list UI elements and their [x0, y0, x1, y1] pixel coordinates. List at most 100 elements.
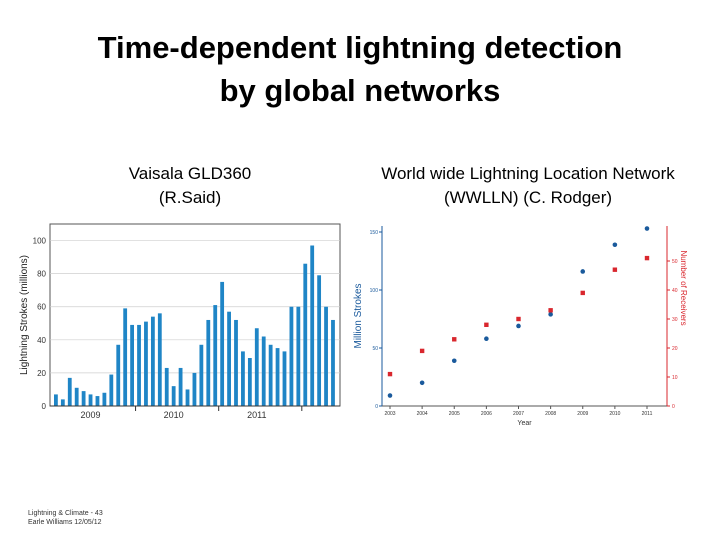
receivers-point — [612, 267, 618, 272]
left-axis-label: Million Strokes — [353, 283, 364, 348]
y-tick-label: 0 — [42, 402, 47, 411]
bar — [199, 344, 204, 406]
slide-title-line1: Time-dependent lightning detection — [97, 30, 623, 65]
left-caption-line2: (R.Said) — [158, 188, 222, 207]
strokes-point — [419, 380, 425, 386]
x-tick-label: 2010 — [609, 411, 620, 417]
bar — [254, 328, 259, 406]
bar — [247, 358, 252, 406]
bar — [331, 319, 335, 406]
x-tick-label: 2007 — [513, 411, 524, 417]
receivers-point — [452, 337, 457, 342]
wwlln-scatter-chart: 0 50 100 150 0 10 20 30 40 50 2003 2004 2005 2006 2007… — [353, 226, 688, 427]
year-label: 2011 — [247, 410, 266, 420]
strokes-point — [387, 393, 393, 398]
footer-line2: Earle Williams 12/05/12 — [28, 519, 102, 526]
bar — [130, 324, 135, 406]
right-tick-label: 20 — [672, 346, 678, 352]
bar — [303, 263, 308, 406]
receivers-point — [387, 371, 393, 377]
receivers-point — [580, 290, 585, 296]
receivers-point — [548, 308, 553, 313]
bar — [150, 316, 155, 406]
bar — [67, 377, 72, 406]
x-tick-label: 2011 — [642, 411, 653, 417]
bar — [137, 324, 141, 406]
right-tick-label: 40 — [672, 288, 678, 294]
plot-area — [382, 226, 667, 406]
y-tick-label: 40 — [37, 336, 46, 345]
strokes-point — [516, 323, 521, 329]
left-chart-caption: Vaisala GLD360 (R.Said) — [100, 162, 280, 210]
bar — [74, 387, 79, 406]
strokes-point — [580, 269, 586, 274]
left-tick-label: 150 — [370, 230, 379, 236]
bar — [282, 351, 287, 406]
bar — [164, 367, 169, 406]
y-tick-label: 100 — [33, 237, 47, 246]
receivers-point — [484, 322, 489, 327]
right-tick-label: 0 — [672, 404, 675, 410]
bar — [88, 394, 93, 406]
bar — [227, 311, 231, 406]
x-tick-label: 2004 — [417, 411, 428, 417]
x-tick-label: 2005 — [449, 411, 460, 417]
bar — [109, 374, 114, 406]
x-tick-label: 2008 — [545, 411, 556, 417]
left-tick-label: 0 — [375, 404, 378, 410]
right-axis-label: Number of Receivers — [679, 250, 688, 325]
strokes-point — [484, 336, 489, 342]
bar — [95, 396, 100, 406]
left-tick-label: 100 — [370, 288, 379, 294]
bar — [60, 399, 65, 406]
receivers-point — [516, 316, 521, 322]
right-chart-caption: World wide Lightning Location Network (W… — [348, 162, 708, 210]
right-tick-label: 30 — [672, 317, 678, 323]
left-caption-line1: Vaisala GLD360 — [128, 164, 252, 183]
bar — [81, 391, 86, 406]
bar — [157, 313, 162, 406]
x-tick-label: 2006 — [481, 411, 492, 417]
bar — [317, 275, 322, 406]
x-tick-label: 2003 — [384, 411, 395, 417]
year-label: 2009 — [81, 410, 101, 420]
bar — [324, 306, 328, 406]
receivers-point — [419, 348, 425, 354]
slide-footer: Lightning & Climate - 43 Earle Williams … — [28, 509, 103, 527]
bar — [144, 321, 148, 406]
bar — [275, 348, 280, 406]
bar — [171, 386, 176, 406]
bar — [116, 344, 121, 406]
bar — [178, 367, 183, 406]
x-tick-label: 2009 — [577, 411, 588, 417]
slide-title-line2: by global networks — [219, 73, 501, 108]
bar — [123, 308, 128, 406]
right-tick-label: 50 — [672, 259, 678, 265]
footer-line1: Lightning & Climate - 43 — [28, 510, 103, 517]
slide-title: Time-dependent lightning detection by gl… — [0, 26, 720, 112]
left-tick-label: 50 — [372, 346, 378, 352]
bar — [192, 372, 197, 406]
y-tick-label: 20 — [37, 369, 46, 378]
y-tick-label: 60 — [37, 303, 46, 312]
bar — [206, 319, 211, 406]
strokes-point — [451, 358, 457, 364]
bar — [261, 336, 266, 406]
strokes-point — [612, 242, 618, 248]
right-tick-label: 10 — [672, 375, 678, 381]
bar — [268, 344, 273, 406]
strokes-point — [644, 226, 650, 231]
bar — [102, 392, 107, 406]
y-axis-label: Lightning Strokes (millions) — [19, 255, 30, 375]
bar — [213, 305, 218, 406]
y-tick-label: 80 — [37, 270, 46, 279]
strokes-point — [548, 312, 553, 317]
receivers-point — [644, 255, 650, 261]
year-label: 2010 — [164, 410, 184, 420]
right-caption-line1: World wide Lightning Location Network — [381, 164, 675, 183]
bar — [54, 394, 58, 406]
bar — [296, 306, 301, 406]
gld360-bar-chart: 0 20 40 60 80 100 2009 2010 2011 Lightning Stroke… — [19, 223, 341, 420]
bar — [310, 245, 315, 406]
x-axis-label: Year — [517, 420, 532, 427]
